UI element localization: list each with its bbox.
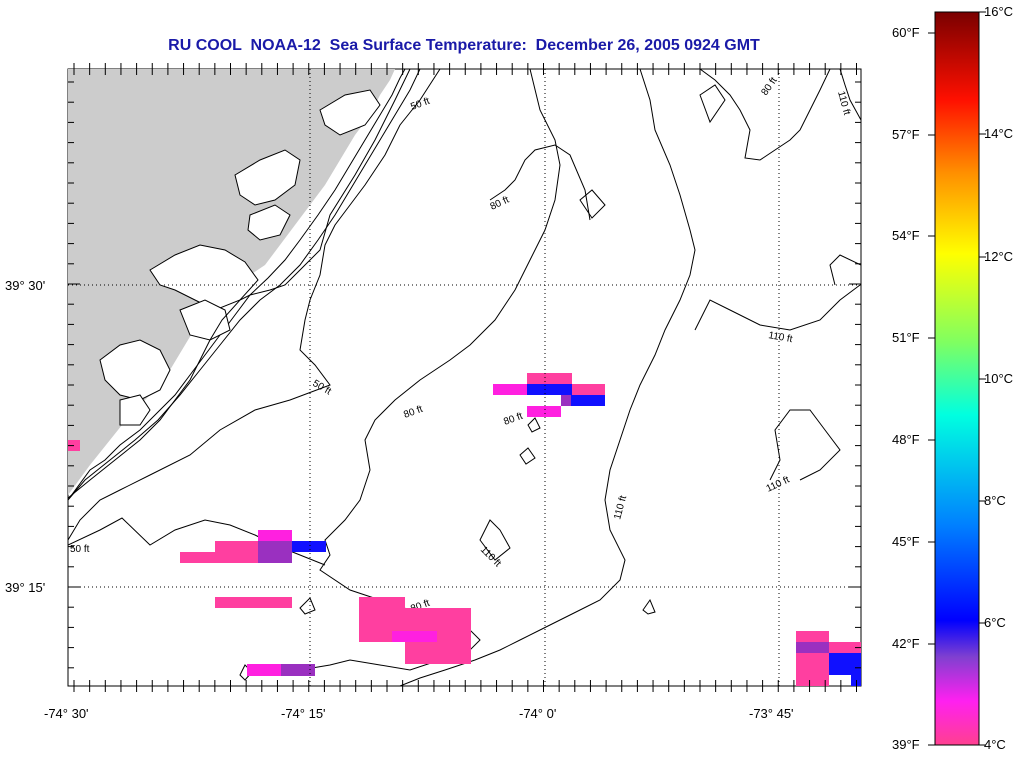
c-label: 10°C [984, 371, 1013, 386]
f-label: 51°F [892, 330, 920, 345]
tick-marks [68, 63, 861, 692]
f-label: 42°F [892, 636, 920, 651]
lon-label: -74° 0' [519, 706, 556, 721]
lon-label: -74° 15' [281, 706, 326, 721]
f-label: 54°F [892, 228, 920, 243]
colorbar-gradient [934, 11, 980, 746]
c-label: 8°C [984, 493, 1006, 508]
f-label: 39°F [892, 737, 920, 752]
c-label: 12°C [984, 249, 1013, 264]
f-label: 60°F [892, 25, 920, 40]
lon-label: -73° 45' [749, 706, 794, 721]
map-title: RU COOL NOAA-12 Sea Surface Temperature:… [168, 37, 760, 54]
colorbar-ticks [928, 11, 986, 746]
lat-label: 39° 15' [5, 580, 45, 595]
c-label: 14°C [984, 126, 1013, 141]
celsius-labels: 16°C 14°C 12°C 10°C 8°C 6°C 4°C [984, 4, 1013, 752]
depth-label: 110 ft [767, 330, 793, 345]
grid-lines [68, 69, 861, 686]
lat-label: 39° 30' [5, 278, 45, 293]
f-label: 57°F [892, 127, 920, 142]
c-label: 4°C [984, 737, 1006, 752]
depth-contours [68, 69, 861, 686]
c-label: 16°C [984, 4, 1013, 19]
c-label: 6°C [984, 615, 1006, 630]
coastline [68, 69, 421, 501]
fahrenheit-labels: 60°F 57°F 54°F 51°F 48°F 45°F 42°F 39°F [892, 25, 920, 752]
temperature-colorbar: 60°F 57°F 54°F 51°F 48°F 45°F 42°F 39°F … [892, 4, 1013, 752]
f-label: 45°F [892, 534, 920, 549]
f-label: 48°F [892, 432, 920, 447]
depth-label: 50 ft [70, 544, 90, 555]
lon-label: -74° 30' [44, 706, 89, 721]
